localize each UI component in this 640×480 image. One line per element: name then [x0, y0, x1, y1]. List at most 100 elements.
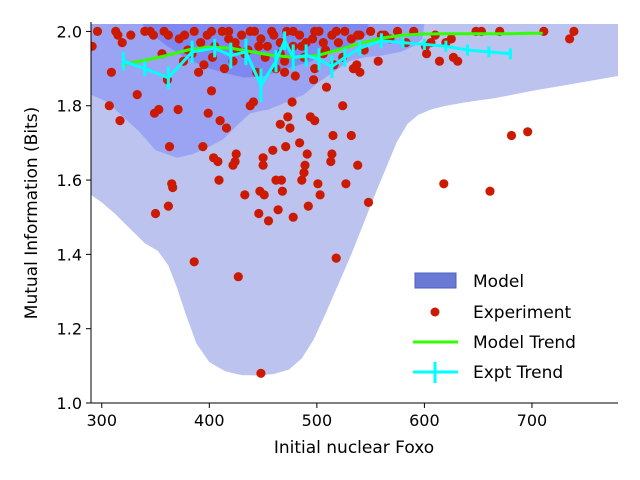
experiment-point	[275, 119, 285, 129]
experiment-point	[285, 123, 295, 133]
experiment-point	[297, 175, 307, 185]
experiment-point	[230, 156, 240, 167]
experiment-point	[287, 97, 297, 107]
experiment-point	[569, 26, 579, 36]
experiment-point	[258, 153, 268, 163]
experiment-point	[309, 75, 319, 85]
experiment-point	[310, 116, 320, 126]
experiment-point	[338, 101, 348, 111]
experiment-point	[199, 60, 209, 70]
experiment-point	[206, 26, 217, 36]
experiment-point	[273, 205, 283, 215]
experiment-point	[196, 38, 206, 48]
legend-expt-trend-label: Expt Trend	[473, 363, 563, 383]
experiment-point	[198, 142, 208, 152]
model-trend	[123, 31, 543, 66]
experiment-point	[217, 26, 227, 36]
experiment-point	[366, 26, 376, 36]
experiment-point	[233, 272, 243, 282]
y-axis-label: Mutual Information (Bits)	[22, 107, 42, 319]
experiment-point	[214, 175, 224, 185]
legend-model-swatch	[414, 272, 457, 289]
experiment-point	[148, 30, 158, 40]
experiment-point	[168, 182, 178, 193]
y-tick-label: 1.8	[57, 97, 82, 116]
experiment-point	[113, 30, 123, 40]
experiment-point	[310, 26, 320, 36]
experiment-point	[174, 34, 184, 44]
experiment-point	[150, 208, 161, 219]
experiment-point	[237, 30, 247, 40]
experiment-point	[341, 179, 351, 189]
x-tick-label: 300	[86, 411, 117, 430]
experiment-point	[303, 201, 313, 211]
experiment-point	[92, 26, 103, 36]
experiment-point	[164, 142, 175, 152]
experiment-point	[281, 142, 291, 152]
experiment-point	[277, 186, 287, 196]
experiment-point	[224, 26, 234, 36]
experiment-point	[453, 56, 463, 66]
experiment-point	[326, 156, 336, 167]
experiment-point	[189, 26, 199, 36]
experiment-point	[267, 26, 277, 36]
legend-experiment-label: Experiment	[473, 303, 572, 323]
legend: Model Experiment Model Trend Expt Trend	[413, 272, 576, 383]
experiment-point	[321, 82, 332, 92]
experiment-point	[115, 116, 125, 126]
x-tick-label: 500	[302, 411, 333, 430]
experiment-point	[258, 160, 268, 170]
experiment-point	[299, 168, 309, 178]
experiment-point	[288, 212, 298, 222]
x-axis-label: Initial nuclear Foxo	[274, 438, 434, 458]
experiment-point	[194, 67, 204, 77]
x-tick-label: 400	[194, 411, 225, 430]
plot-area	[91, 24, 618, 378]
experiment-point	[300, 160, 310, 170]
experiment-point	[245, 26, 255, 36]
legend-model-label: Model	[473, 272, 524, 292]
experiment-point	[422, 49, 432, 59]
experiment-point	[373, 56, 383, 66]
experiment-point	[523, 127, 533, 137]
experiment-point	[256, 368, 266, 378]
experiment-point	[565, 34, 575, 44]
x-tick-label: 700	[517, 411, 548, 430]
experiment-point	[346, 130, 356, 141]
experiment-point	[283, 112, 293, 122]
experiment-point	[353, 160, 363, 170]
legend-experiment-marker	[430, 307, 440, 317]
experiment-point	[392, 26, 403, 36]
experiment-point	[331, 26, 341, 36]
experiment-point	[297, 41, 307, 51]
y-tick-label: 1.4	[57, 245, 82, 264]
y-tick-label: 2.0	[57, 22, 82, 41]
experiment-point	[295, 138, 305, 148]
experiment-point	[363, 197, 374, 207]
x-tick-label: 600	[409, 411, 440, 430]
experiment-point	[126, 30, 136, 40]
legend-model-trend-label: Model Trend	[473, 333, 576, 353]
y-axis-ticks: 1.0 1.2 1.4 1.6 1.8 2.0	[57, 22, 91, 413]
experiment-point	[280, 67, 290, 77]
experiment-point	[132, 90, 142, 100]
experiment-point	[485, 186, 495, 196]
experiment-point	[434, 56, 445, 66]
experiment-point	[290, 71, 300, 81]
experiment-point	[240, 190, 250, 200]
y-tick-label: 1.0	[57, 394, 82, 413]
experiment-point	[333, 38, 343, 48]
experiment-point	[163, 201, 173, 211]
experiment-point	[340, 26, 350, 36]
experiment-point	[256, 34, 266, 44]
experiment-point	[353, 30, 363, 40]
experiment-point	[230, 38, 240, 48]
y-tick-label: 1.2	[57, 320, 82, 339]
experiment-point	[173, 104, 183, 115]
experiment-point	[288, 26, 298, 36]
experiment-point	[163, 30, 173, 40]
experiment-point	[91, 41, 97, 51]
x-axis-ticks: 300 400 500 600 700	[86, 403, 547, 430]
experiment-point	[221, 123, 232, 133]
